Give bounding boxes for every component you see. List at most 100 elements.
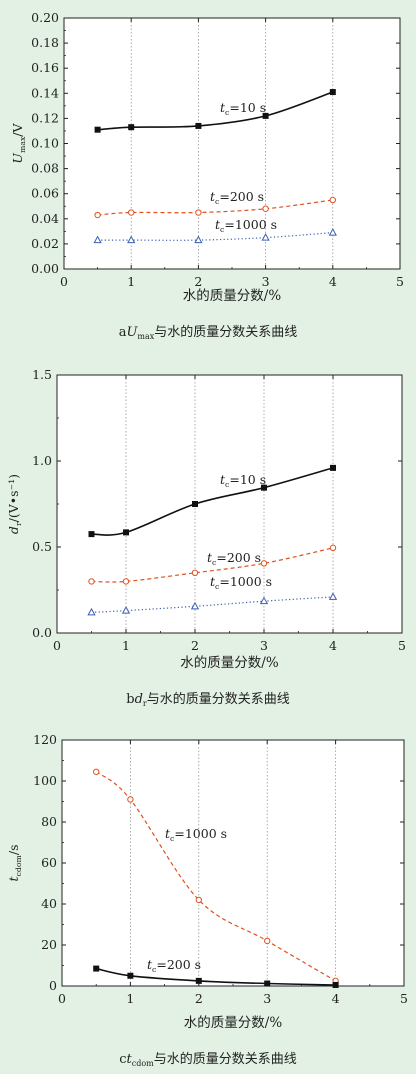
data-point — [332, 981, 339, 988]
y-axis-label-rest: /(V•s⁻¹) — [6, 474, 21, 522]
caption-rest: 与水的质量分数关系曲线 — [154, 1051, 297, 1067]
data-point — [262, 205, 269, 212]
series-label-rest: =1000 s — [219, 574, 272, 589]
y-axis-label-subscript: max — [18, 136, 27, 153]
chart-caption: ctcdom与水的质量分数关系曲线 — [119, 1051, 297, 1068]
data-point — [330, 464, 336, 471]
y-axis-label-symbol: t — [6, 876, 21, 882]
x-axis-label: 水的质量分数/% — [183, 288, 282, 304]
data-point — [127, 796, 134, 803]
y-tick-label: 0.12 — [31, 110, 59, 125]
data-point — [328, 228, 337, 236]
series-label-rest: =10 s — [229, 100, 266, 115]
data-point — [260, 560, 268, 567]
y-tick-label: 0.0 — [32, 625, 52, 640]
y-tick-label: 1.0 — [32, 453, 52, 468]
y-axis-label-subscript: cdom — [14, 855, 23, 877]
series-label: tc=10 s — [220, 472, 266, 489]
x-tick-label: 4 — [329, 638, 337, 653]
series-label-subscript: c — [220, 225, 224, 234]
series-label-rest: =1000 s — [174, 826, 227, 841]
series-label-symbol: t — [210, 189, 216, 204]
series-label: tc=1000 s — [210, 574, 272, 591]
y-tick-label: 0.06 — [31, 186, 59, 201]
y-axis-label: Umax/V — [10, 122, 27, 163]
caption-symbol: U — [126, 325, 138, 340]
series-label-rest: =200 s — [156, 957, 201, 972]
series-label: tc=1000 s — [215, 217, 277, 234]
series-label-rest: =1000 s — [224, 217, 277, 232]
data-point — [329, 196, 336, 204]
caption-subscript: cdom — [132, 1059, 154, 1068]
data-point — [94, 126, 101, 133]
x-tick-label: 1 — [122, 638, 130, 653]
x-tick-label: 2 — [194, 274, 202, 289]
y-axis-label-rest: /V — [10, 122, 25, 136]
data-point — [93, 235, 102, 244]
x-tick-label: 0 — [60, 274, 68, 289]
series-label-symbol: t — [147, 957, 153, 972]
series-label-rest: =200 s — [219, 189, 264, 204]
data-point — [121, 606, 131, 614]
series-label-symbol: t — [220, 472, 226, 487]
caption-letter: a — [119, 325, 127, 340]
series-label: tc=10 s — [220, 100, 266, 117]
x-tick-label: 5 — [398, 638, 406, 653]
x-tick-label: 0 — [58, 991, 66, 1006]
series-label-symbol: t — [220, 100, 226, 115]
series-label: tc=200 s — [207, 550, 261, 567]
y-tick-label: 60 — [41, 855, 57, 870]
y-tick-label: 0.5 — [32, 539, 52, 554]
y-tick-label: 0.14 — [31, 85, 59, 100]
data-point — [94, 211, 101, 219]
x-tick-label: 1 — [126, 991, 134, 1006]
x-tick-label: 1 — [127, 274, 135, 289]
data-point — [195, 977, 202, 984]
plot-area — [62, 740, 404, 986]
y-axis-label-symbol: U — [10, 153, 25, 164]
series-label-subscript: c — [225, 480, 229, 489]
y-tick-label: 0.20 — [31, 10, 59, 25]
y-tick-label: 120 — [33, 732, 57, 747]
series-tc-200-s: tc=200 s — [88, 544, 337, 585]
caption-subscript: r — [143, 699, 147, 708]
data-point — [127, 235, 136, 244]
x-tick-label: 3 — [260, 638, 268, 653]
x-tick-label: 3 — [262, 274, 270, 289]
caption-rest: 与水的质量分数关系曲线 — [147, 691, 290, 707]
caption-symbol: d — [135, 692, 143, 707]
y-tick-label: 0.04 — [31, 211, 59, 226]
data-point — [93, 965, 100, 972]
y-axis-label-symbol: d — [6, 526, 21, 534]
series-label-subscript: c — [215, 197, 219, 206]
data-point — [329, 544, 337, 552]
data-point — [195, 209, 202, 216]
caption-letter: b — [126, 692, 134, 707]
y-axis-label-subscript: r — [14, 522, 23, 526]
y-tick-label: 40 — [41, 896, 57, 911]
data-point — [329, 89, 336, 96]
x-tick-label: 0 — [53, 638, 61, 653]
grid — [130, 740, 336, 986]
data-point — [328, 592, 338, 600]
series-line — [95, 771, 336, 982]
series-label-symbol: t — [210, 574, 216, 589]
y-axis-label: dr/(V•s⁻¹) — [6, 474, 23, 534]
series-label: tc=200 s — [147, 957, 201, 974]
data-point — [122, 578, 130, 585]
series-label-subscript: c — [225, 108, 229, 117]
data-point — [128, 124, 135, 131]
series-tc-200-s: tc=200 s — [94, 189, 336, 219]
chart-b: 0.00.51.01.50 1 2 3 4 5tc=10 stc=200 stc=1000… — [6, 367, 406, 708]
series-label: tc=200 s — [210, 189, 264, 206]
series-tc-200-s: tc=200 s — [93, 957, 339, 988]
caption-symbol: t — [127, 1052, 133, 1067]
plot-area — [57, 375, 402, 633]
plot-area — [64, 18, 400, 269]
series-tc-1000-s: tc=1000 s — [87, 574, 338, 616]
series-label-subscript: c — [170, 834, 174, 843]
x-tick-label: 5 — [400, 991, 408, 1006]
series-tc-10-s: tc=10 s — [94, 89, 336, 133]
